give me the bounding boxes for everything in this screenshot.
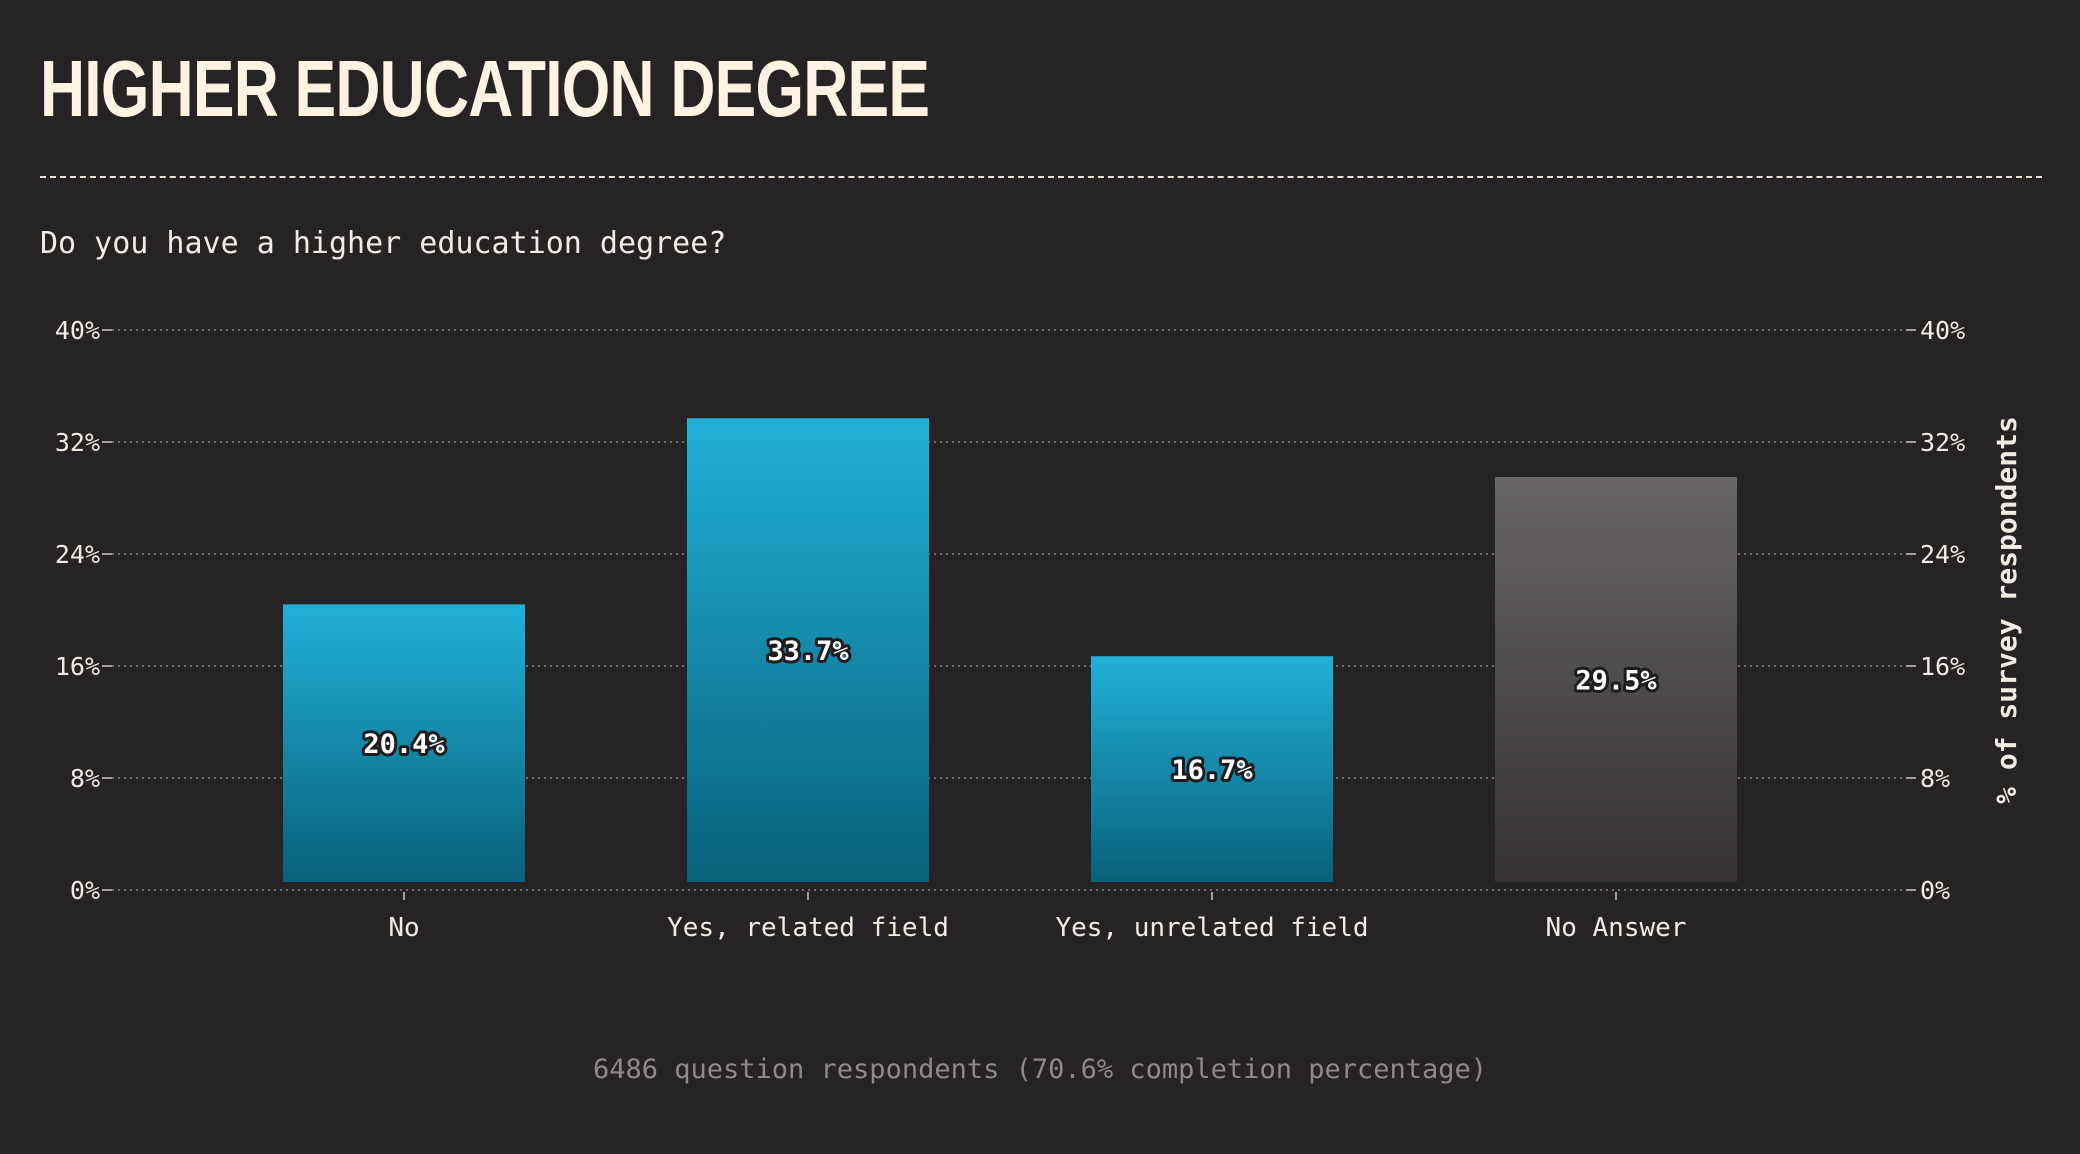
bar bbox=[687, 418, 929, 882]
y-tick-label-left: 24% bbox=[55, 540, 100, 569]
data-label: 29.5% bbox=[1575, 666, 1657, 697]
y-tick-label-right: 40% bbox=[1920, 316, 1965, 345]
y-tick-label-right: 0% bbox=[1920, 876, 1950, 905]
y-tick-label-right: 24% bbox=[1920, 540, 1965, 569]
data-label: 16.7% bbox=[1171, 755, 1253, 786]
question-text: Do you have a higher education degree? bbox=[40, 226, 727, 261]
x-tick-label: Yes, related field bbox=[667, 913, 949, 943]
title-divider bbox=[40, 176, 2042, 178]
respondents-footer: 6486 question respondents (70.6% complet… bbox=[592, 1054, 1488, 1085]
chart-title: HIGHER EDUCATION DEGREE bbox=[40, 44, 930, 133]
y-tick-label-right: 32% bbox=[1920, 428, 1965, 457]
y-axis-label: % of survey respondents bbox=[1990, 416, 2023, 804]
y-tick-label-left: 32% bbox=[55, 428, 100, 457]
y-tick-label-left: 8% bbox=[70, 764, 100, 793]
y-tick-label-left: 40% bbox=[55, 316, 100, 345]
x-tick-label: Yes, unrelated field bbox=[1055, 913, 1368, 943]
data-label: 33.7% bbox=[767, 636, 849, 667]
y-tick-label-right: 8% bbox=[1920, 764, 1950, 793]
x-tick-label: No Answer bbox=[1546, 913, 1687, 943]
bar bbox=[1091, 656, 1333, 882]
y-tick-label-left: 0% bbox=[70, 876, 100, 905]
x-tick-label: No bbox=[388, 913, 419, 943]
data-label: 20.4% bbox=[363, 729, 445, 760]
y-tick-label-right: 16% bbox=[1920, 652, 1965, 681]
bar bbox=[283, 604, 525, 882]
y-tick-label-left: 16% bbox=[55, 652, 100, 681]
bar bbox=[1495, 477, 1737, 882]
